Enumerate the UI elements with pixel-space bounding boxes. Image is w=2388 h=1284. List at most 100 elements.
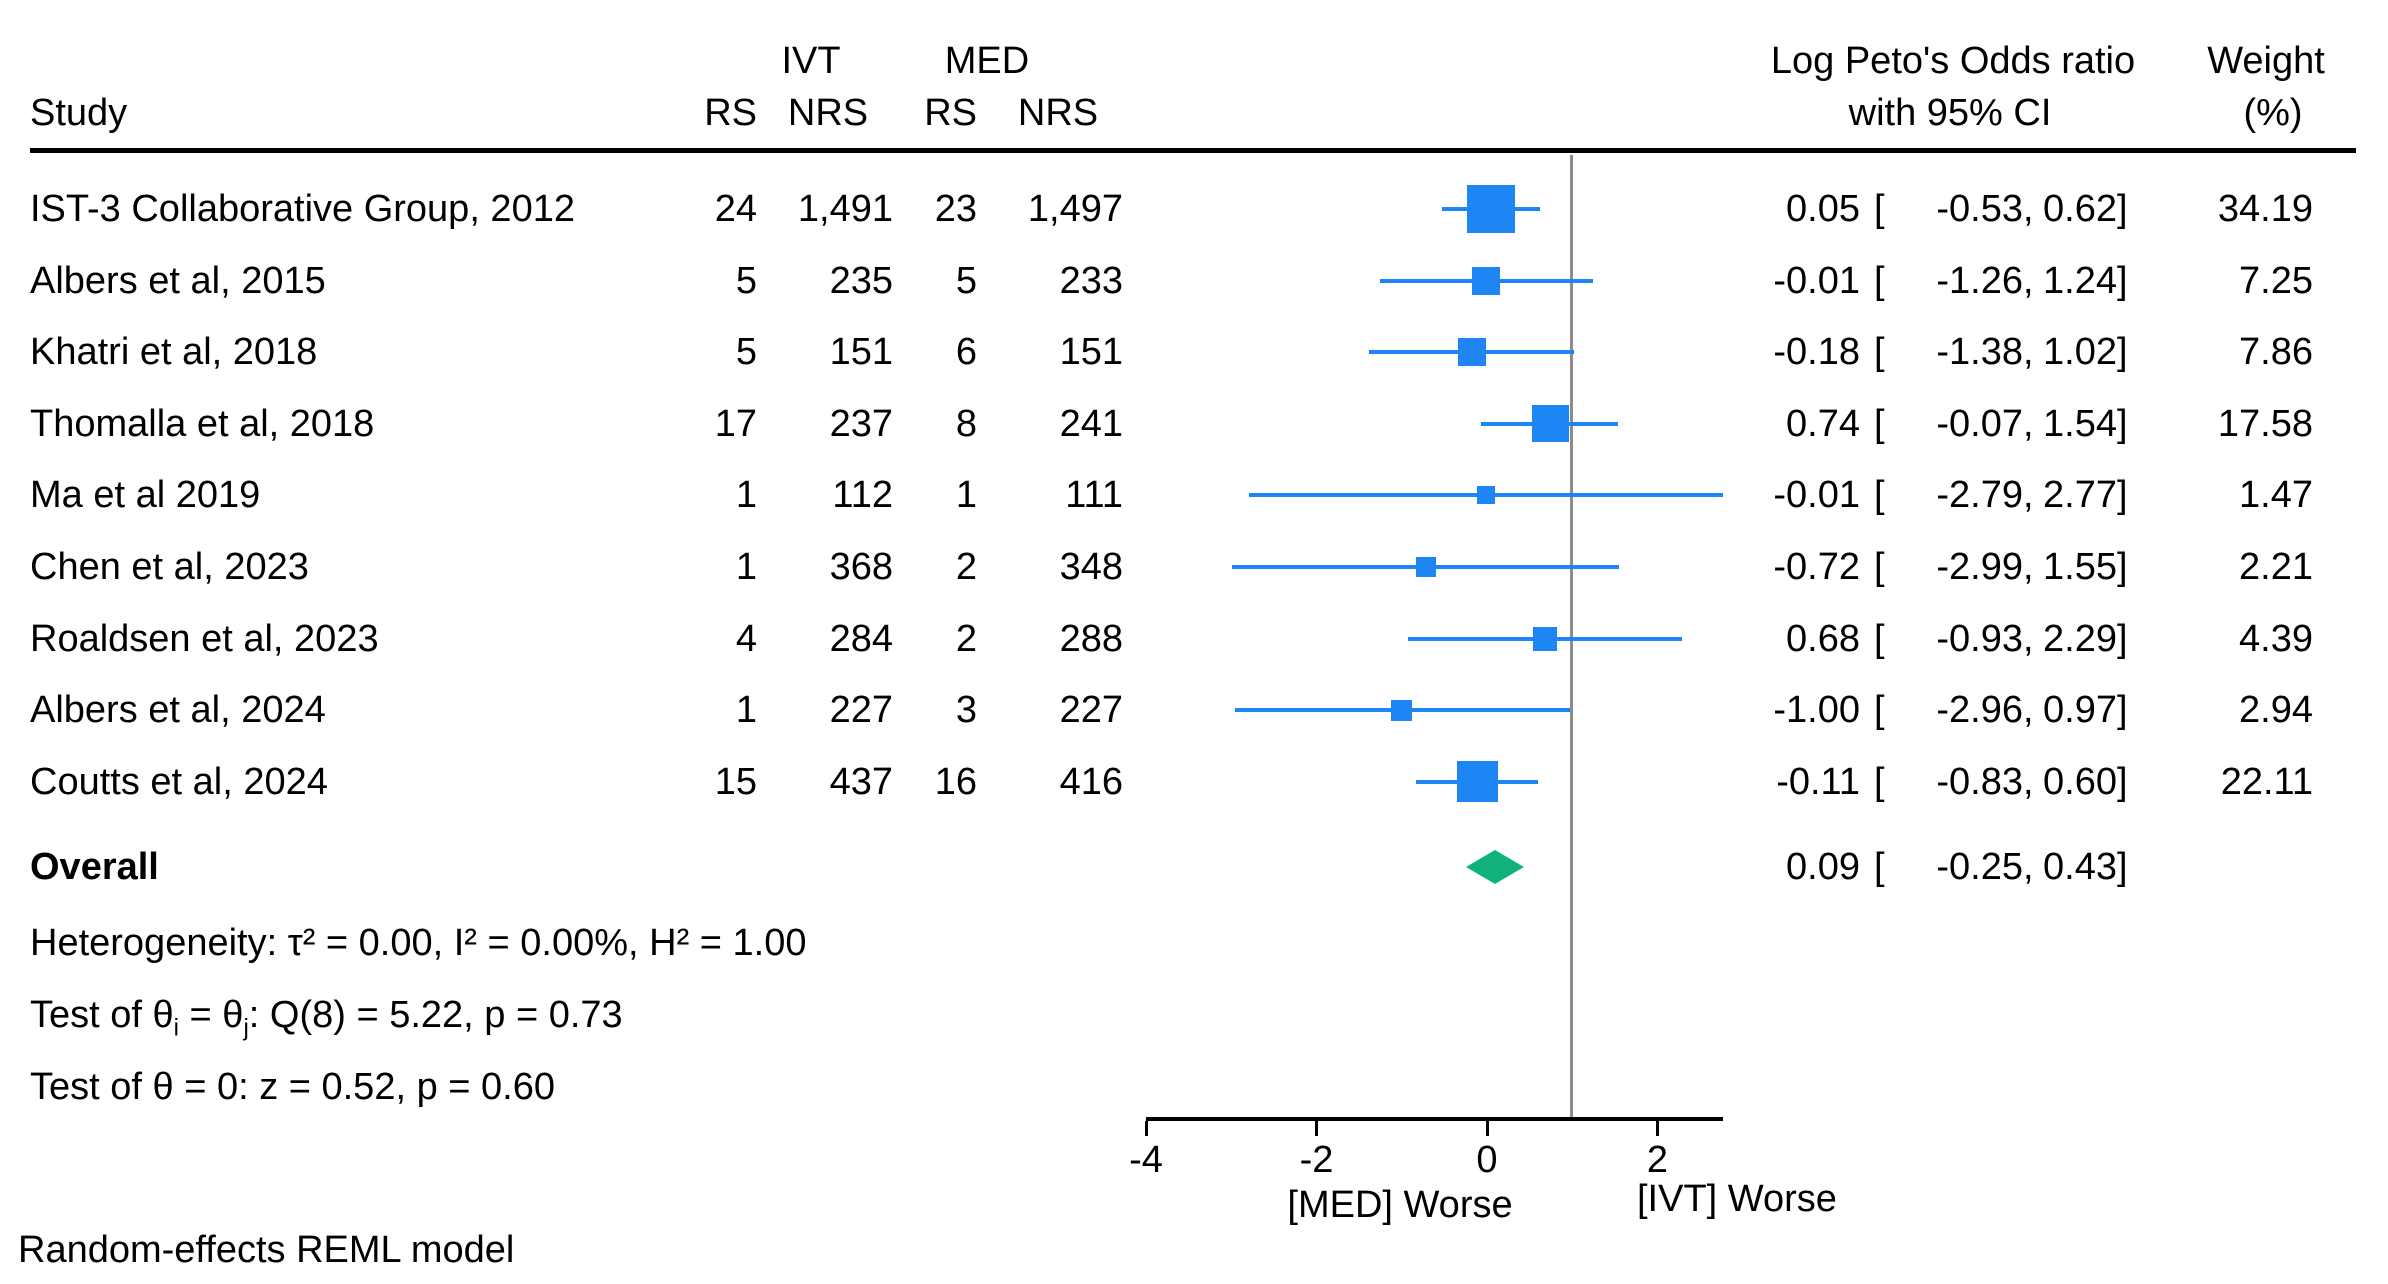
- ci-estimate: -0.72: [1773, 546, 1860, 588]
- ci-estimate: 0.09: [1786, 846, 1860, 888]
- ci-upper: 1.02: [2043, 331, 2117, 374]
- ivt-nrs-count: 237: [829, 402, 893, 445]
- ci-upper: 0.97: [2043, 689, 2117, 732]
- overall-label: Overall: [30, 846, 159, 888]
- ci-comma: ,: [2023, 259, 2034, 302]
- weight-value: 22.11: [2220, 760, 2313, 803]
- estimate-marker: [1391, 699, 1413, 721]
- estimate-marker: [1531, 405, 1569, 443]
- ci-estimate: -0.11: [1776, 760, 1860, 803]
- ci-lower: -0.53: [1936, 188, 2023, 230]
- study-name: Albers et al, 2015: [30, 259, 326, 302]
- ci-close-bracket: ]: [2117, 402, 2128, 445]
- ci-close-bracket: ]: [2117, 689, 2128, 732]
- header-effect-line2: with 95% CI: [1848, 92, 2052, 134]
- estimate-marker: [1457, 338, 1486, 367]
- test-theta-mid: = θ: [178, 994, 244, 1036]
- study-name: Albers et al, 2024: [30, 689, 326, 732]
- test-z-text: Test of θ = 0: z = 0.52, p = 0.60: [30, 1066, 555, 1108]
- ivt-nrs-count: 151: [829, 331, 893, 374]
- ci-upper: 2.29: [2043, 617, 2117, 660]
- ivt-nrs-count: 1,491: [797, 188, 893, 230]
- ci-open-bracket: [: [1874, 689, 1885, 732]
- ci-close-bracket: ]: [2117, 760, 2128, 803]
- med-rs-count: 8: [955, 402, 977, 445]
- header-effect-line1: Log Peto's Odds ratio: [1770, 40, 2136, 82]
- heterogeneity-text: Heterogeneity: τ² = 0.00, I² = 0.00%, H²…: [30, 922, 807, 964]
- header-med-rs: RS: [924, 92, 977, 134]
- med-nrs-count: 348: [1059, 546, 1123, 588]
- ci-close-bracket: ]: [2117, 188, 2128, 230]
- ci-close-bracket: ]: [2117, 546, 2128, 588]
- ci-upper: 0.43: [2043, 846, 2117, 888]
- ci-comma: ,: [2023, 546, 2034, 588]
- x-axis-line: [1146, 1117, 1723, 1121]
- ci-upper: 1.24: [2043, 259, 2117, 302]
- ci-lower: -0.07: [1936, 402, 2023, 445]
- ci-comma: ,: [2023, 331, 2034, 374]
- ivt-nrs-count: 112: [832, 474, 893, 517]
- model-note: Random-effects REML model: [18, 1229, 515, 1271]
- study-name: Khatri et al, 2018: [30, 331, 318, 374]
- estimate-marker: [1477, 486, 1496, 505]
- ci-open-bracket: [: [1874, 331, 1885, 374]
- ci-comma: ,: [2023, 617, 2034, 660]
- ivt-rs-count: 17: [714, 402, 757, 445]
- ivt-rs-count: 5: [735, 259, 757, 302]
- ci-estimate: -0.01: [1773, 474, 1860, 517]
- ci-open-bracket: [: [1874, 259, 1885, 302]
- med-nrs-count: 288: [1059, 617, 1123, 660]
- med-nrs-count: 111: [1065, 474, 1123, 517]
- ci-open-bracket: [: [1874, 402, 1885, 445]
- overall-diamond: [1465, 850, 1524, 884]
- med-rs-count: 2: [955, 617, 977, 660]
- ci-upper: 0.60: [2043, 760, 2117, 803]
- ci-open-bracket: [: [1874, 617, 1885, 660]
- weight-value: 7.86: [2239, 331, 2313, 374]
- x-axis-tick-label: 0: [1476, 1139, 1498, 1181]
- x-axis-tick-label: -2: [1299, 1139, 1334, 1181]
- test-theta-post: : Q(8) = 5.22, p = 0.73: [248, 994, 623, 1036]
- weight-value: 4.39: [2239, 617, 2313, 660]
- med-nrs-count: 233: [1059, 259, 1123, 302]
- overall-diamond-shape: [1465, 850, 1524, 884]
- ci-comma: ,: [2023, 474, 2034, 517]
- ci-comma: ,: [2023, 402, 2034, 445]
- ci-estimate: 0.05: [1786, 188, 1860, 230]
- med-rs-count: 16: [934, 760, 977, 803]
- study-name: IST-3 Collaborative Group, 2012: [30, 188, 575, 230]
- ci-estimate: 0.68: [1786, 617, 1860, 660]
- ivt-rs-count: 24: [714, 188, 757, 230]
- estimate-marker: [1415, 557, 1436, 577]
- study-name: Coutts et al, 2024: [30, 760, 328, 803]
- ci-estimate: 0.74: [1786, 402, 1860, 445]
- header-ivt-rs: RS: [704, 92, 757, 134]
- ci-upper: 1.54: [2043, 402, 2117, 445]
- weight-value: 2.21: [2239, 546, 2313, 588]
- x-axis-tick: [1656, 1121, 1659, 1136]
- x-axis-label-med-worse: [MED] Worse: [1287, 1184, 1513, 1226]
- ivt-rs-count: 4: [735, 617, 757, 660]
- estimate-marker: [1472, 266, 1501, 295]
- ivt-rs-count: 1: [735, 546, 757, 588]
- test-theta-text: Test of θi = θj: Q(8) = 5.22, p = 0.73: [30, 990, 623, 1042]
- ci-lower: -0.25: [1936, 846, 2023, 888]
- med-nrs-count: 1,497: [1027, 188, 1123, 230]
- ci-close-bracket: ]: [2117, 474, 2128, 517]
- ci-open-bracket: [: [1874, 188, 1885, 230]
- med-rs-count: 2: [955, 546, 977, 588]
- ci-lower: -0.83: [1936, 760, 2023, 803]
- med-nrs-count: 151: [1059, 331, 1123, 374]
- med-rs-count: 3: [955, 689, 977, 732]
- ivt-nrs-count: 368: [829, 546, 893, 588]
- weight-value: 7.25: [2239, 259, 2313, 302]
- study-name: Chen et al, 2023: [30, 546, 309, 588]
- x-axis-tick-label: -4: [1129, 1139, 1163, 1181]
- test-theta-sub-j: j: [243, 1014, 249, 1042]
- ci-estimate: -1.00: [1773, 689, 1860, 732]
- ci-comma: ,: [2023, 760, 2034, 803]
- weight-value: 34.19: [2217, 188, 2313, 230]
- med-rs-count: 23: [934, 188, 977, 230]
- ivt-rs-count: 1: [735, 689, 757, 732]
- x-axis-tick: [1144, 1121, 1148, 1136]
